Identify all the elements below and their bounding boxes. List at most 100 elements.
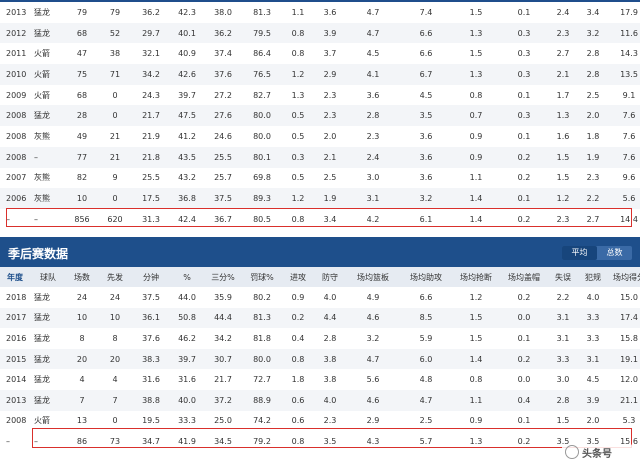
playoff-cell: 34.2 [214,333,232,343]
playoff-cell: 5.6 [366,375,380,385]
career-cell: 3.2 [419,194,433,204]
career-cell: 2.5 [323,173,337,183]
career-cell: 0.3 [291,152,305,162]
career-cell: 39.7 [178,90,196,100]
watermark-text: 头条号 [582,448,612,460]
playoff-cell: 2.0 [586,416,600,426]
avg-total-toggle[interactable]: 平均 总数 [562,246,632,260]
column-header[interactable]: 年度 [7,272,23,282]
career-cell: 0.2 [517,214,531,224]
career-row: 2008 灰熊 49 21 21.9 41.2 24.6 80.0 0.5 2.0 2.3 3.6 0.… [0,126,640,147]
career-cell[interactable]: 猛龙 [34,28,50,38]
career-cell: 41.2 [178,131,196,141]
playoff-cell: 31.6 [142,375,160,385]
playoff-cell: 0 [112,416,118,426]
career-cell[interactable]: 灰熊 [34,173,50,183]
column-header[interactable]: 场均助攻 [410,272,442,282]
playoff-cell: 1.8 [291,375,305,385]
career-cell[interactable]: 火箭 [34,49,50,59]
career-cell: 0.9 [469,131,483,141]
career-cell: 2.5 [586,90,600,100]
career-cell: 3.0 [366,173,380,183]
career-cell[interactable]: 灰熊 [34,194,50,204]
career-cell: 2.0 [323,131,337,141]
career-cell: – [6,214,10,224]
playoff-cell: 0.6 [291,416,305,426]
column-header[interactable]: 先发 [107,272,123,282]
column-header[interactable]: 场均篮板 [357,272,389,282]
career-cell: 25.5 [214,152,232,162]
career-cell: 79.5 [253,28,271,38]
column-header[interactable]: 球队 [40,272,56,282]
playoff-cell: 25.0 [214,416,232,426]
career-cell: 21.8 [142,152,160,162]
career-cell: 1.2 [291,194,305,204]
playoff-cell: 1.1 [469,395,483,405]
career-cell: 24.3 [142,90,160,100]
career-cell[interactable]: 火箭 [34,69,50,79]
career-row: 2008 猛龙 28 0 21.7 47.5 27.6 80.0 0.5 2.3 2.8 3.5 0.7… [0,105,640,127]
playoff-cell: 8 [112,333,118,343]
career-cell: 52 [109,28,121,38]
column-header[interactable]: % [183,272,191,282]
playoff-cell: 44.4 [214,313,232,323]
column-header[interactable]: 场数 [74,272,90,282]
career-cell: 2.9 [323,69,337,79]
column-header[interactable]: 防守 [322,272,338,282]
career-cell: 81.3 [253,7,271,17]
career-row: 2008– 77 21 21.8 43.5 25.5 80.1 0.3 2.1 2.4 3.6 0.9… [0,146,640,168]
playoff-cell: 4.6 [366,395,380,405]
playoff-cell: – [6,436,10,446]
career-cell: 38 [109,49,121,59]
playoff-cell[interactable]: 猛龙 [34,292,50,302]
career-cell: 10 [76,194,88,204]
playoff-cell: 36.1 [142,313,160,323]
playoff-cell[interactable]: 猛龙 [34,354,50,364]
career-row: 2006 灰熊 10 0 17.5 36.8 37.5 89.3 1.2 1.9 3.1 3.2 1.4… [0,188,640,209]
playoff-cell: 1.2 [469,292,483,302]
column-header[interactable]: 场均盖帽 [508,272,540,282]
playoff-cell[interactable]: 猛龙 [34,313,50,323]
career-cell: 0.1 [517,194,531,204]
career-cell: 40.1 [178,28,196,38]
playoff-cell: 3.2 [366,333,380,343]
total-button[interactable]: 总数 [606,248,623,257]
career-cell: 7.6 [622,152,636,162]
playoff-cell: 2013 [6,395,27,405]
column-header[interactable]: 场均抢断 [460,272,492,282]
avg-button[interactable]: 平均 [562,246,597,260]
column-header[interactable]: 犯规 [585,272,601,282]
career-cell: 0.3 [517,49,531,59]
playoff-cell: 3.9 [586,395,600,405]
playoff-cell[interactable]: 猛龙 [34,395,50,405]
playoff-cell: 4.7 [366,354,380,364]
playoff-cell[interactable]: 火箭 [34,416,50,426]
career-cell: 82.7 [253,90,271,100]
career-cell: 7.4 [419,7,433,17]
playoff-cell: 10 [76,313,88,323]
column-header[interactable]: 罚球% [250,272,274,282]
career-cell: 21 [109,152,121,162]
career-row: – – 856 620 31.3 42.4 36.7 80.5 0.8 3.4 4.2 6.1 1.4 0… [0,208,640,230]
career-cell[interactable]: 灰熊 [34,131,50,141]
career-cell[interactable]: 火箭 [34,90,50,100]
career-cell: 7.6 [622,131,636,141]
career-cell: 25.5 [142,173,160,183]
career-cell[interactable]: 猛龙 [34,111,50,121]
column-header[interactable]: 分钟 [143,272,159,282]
column-header[interactable]: 失误 [555,272,571,282]
career-cell: 80.1 [253,152,271,162]
playoff-cell[interactable]: 猛龙 [34,333,50,343]
career-cell: 40.9 [178,49,196,59]
career-cell: 2.3 [556,28,570,38]
career-cell: 0.7 [469,111,483,121]
column-header[interactable]: 场均得分 [613,272,640,282]
playoff-cell[interactable]: 猛龙 [34,375,50,385]
career-cell: 0.5 [291,111,305,121]
career-cell: 0.5 [291,173,305,183]
column-header[interactable]: 三分% [211,272,235,282]
career-cell[interactable]: 猛龙 [34,7,50,17]
column-header[interactable]: 进攻 [290,272,306,282]
playoff-cell: 3.3 [586,313,600,323]
career-cell: 2.8 [586,69,600,79]
